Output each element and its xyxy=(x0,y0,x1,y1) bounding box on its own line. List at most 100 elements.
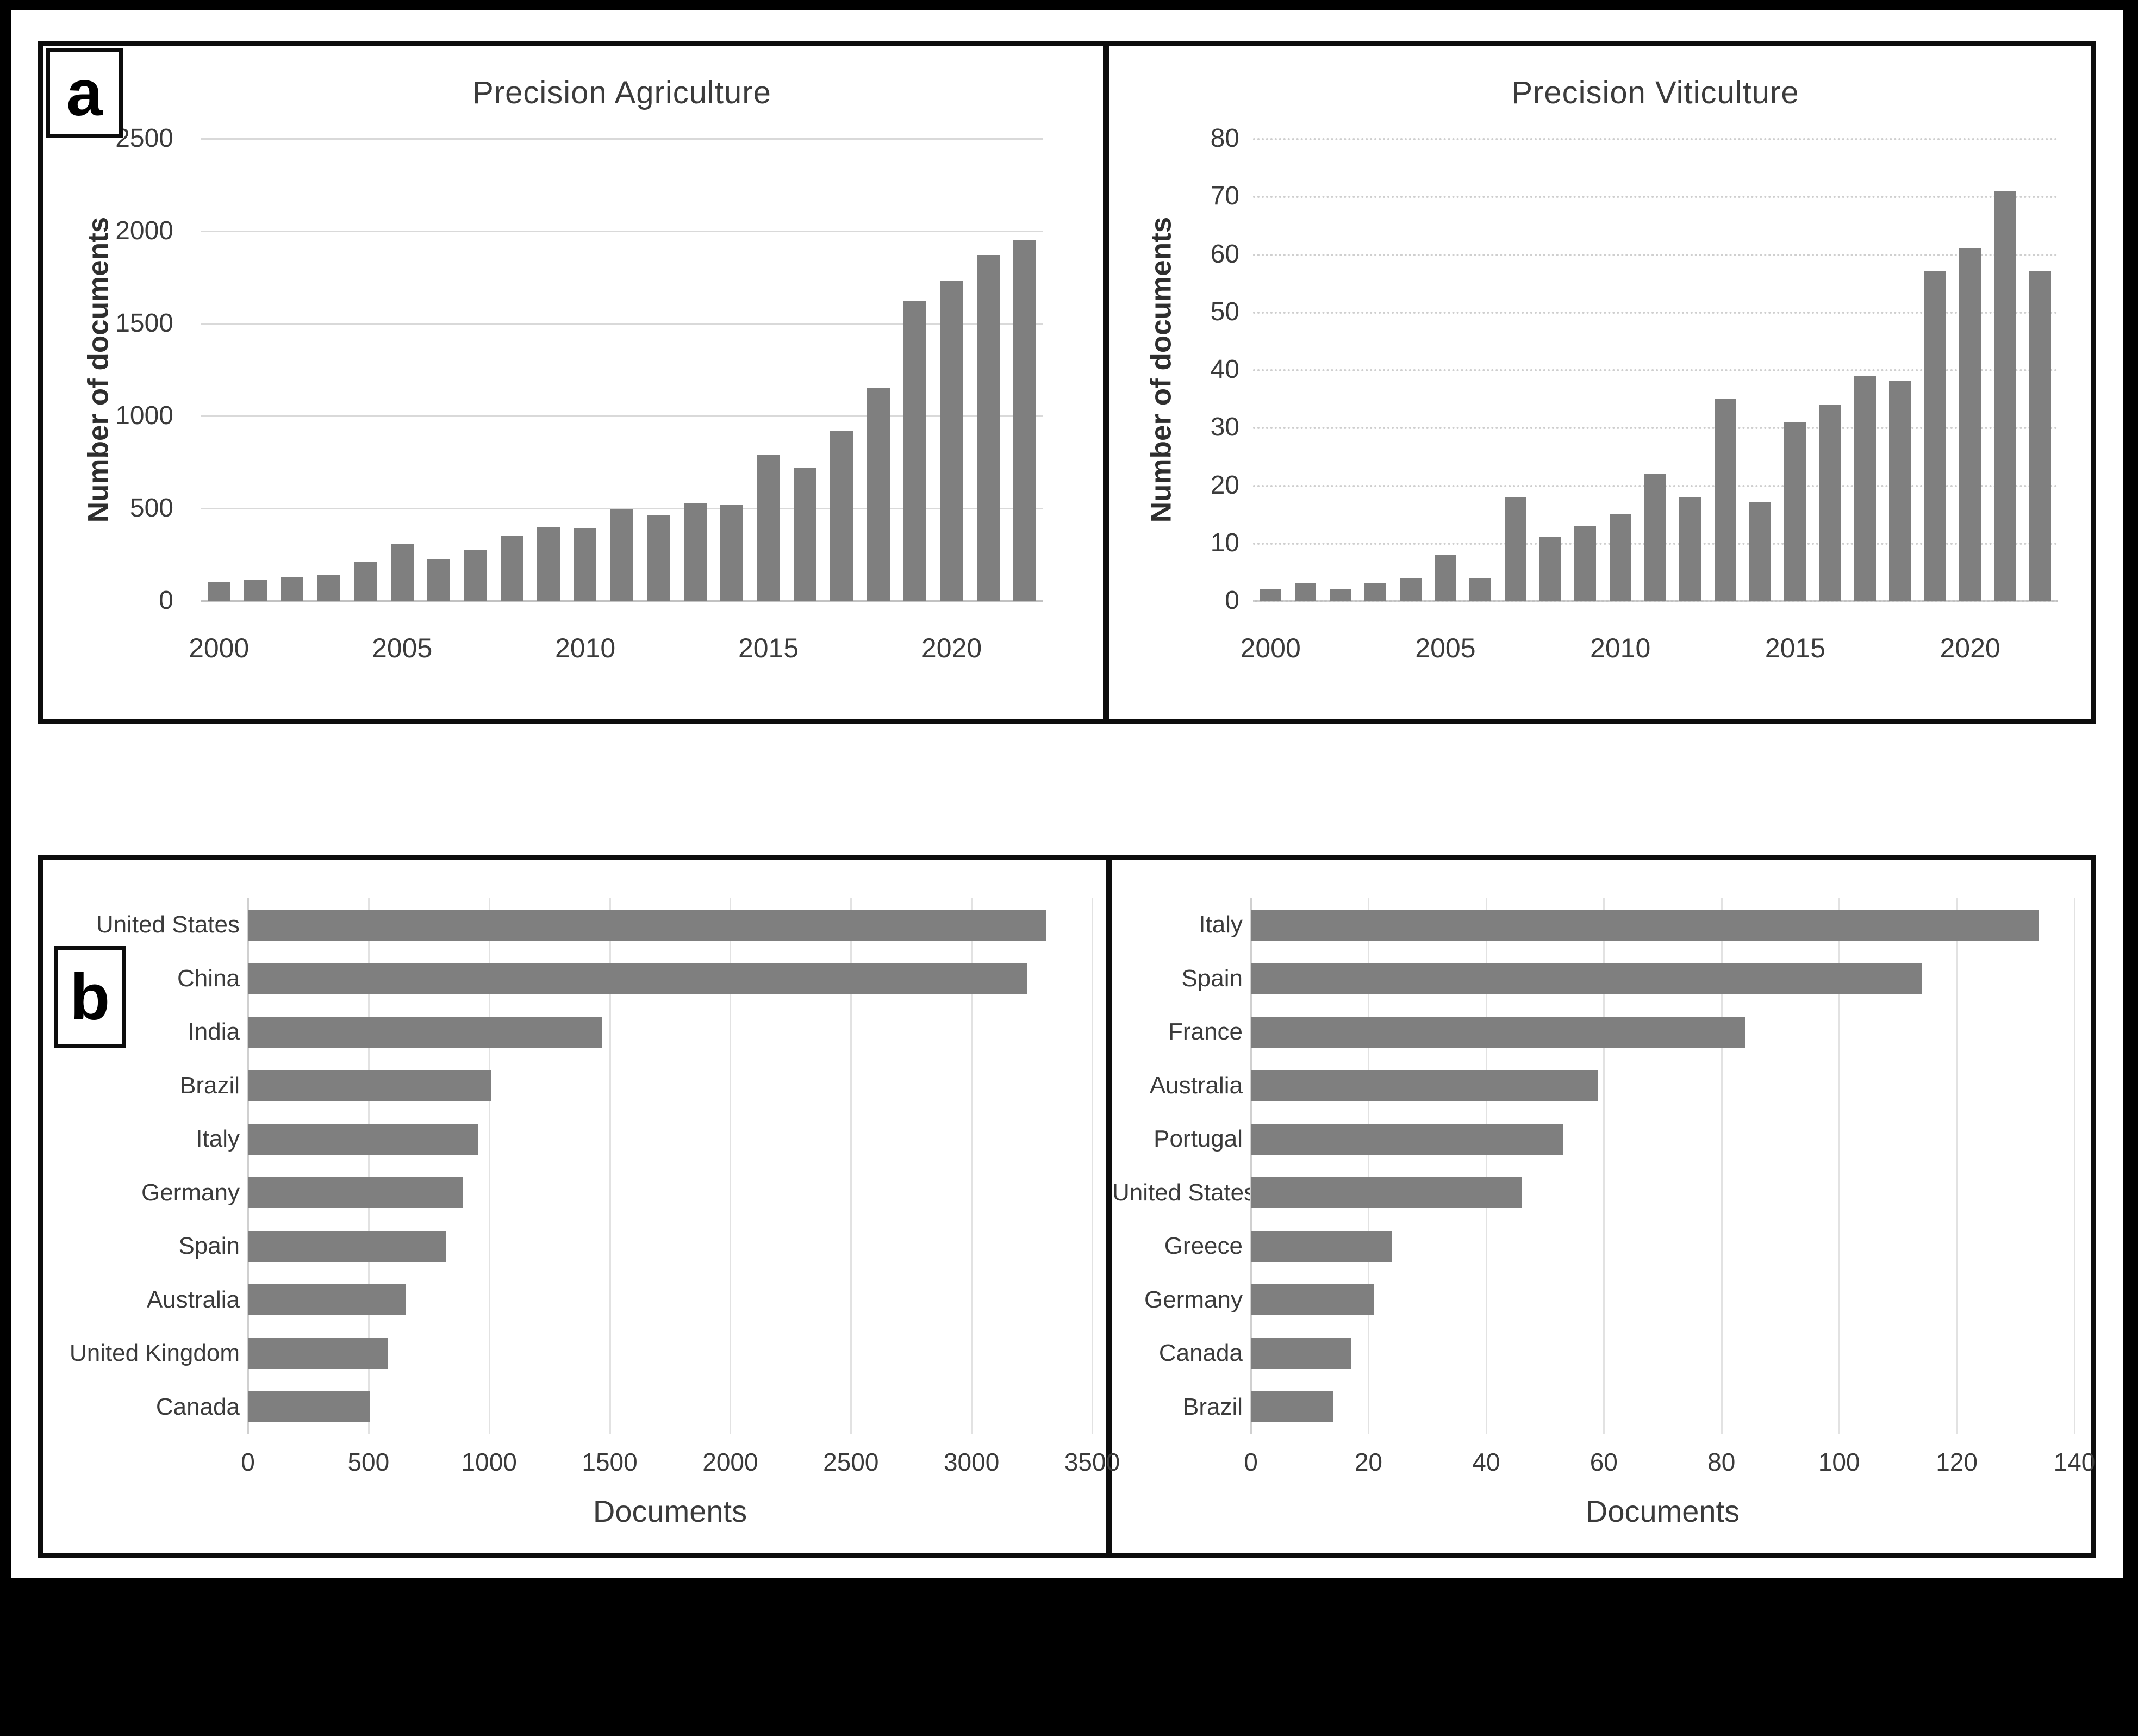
bar-2004 xyxy=(354,562,377,601)
y-tick-label: 20 xyxy=(1210,470,1239,500)
gridline-2500 xyxy=(850,898,852,1434)
gridline-1000 xyxy=(201,415,1043,417)
bar-2005 xyxy=(390,543,414,601)
gridline-120 xyxy=(1956,898,1958,1434)
gridline-100 xyxy=(1838,898,1841,1434)
bar-2009 xyxy=(537,527,560,601)
gridline-2000 xyxy=(730,898,732,1434)
bar-2015 xyxy=(1784,421,1806,601)
x-tick-label: 2005 xyxy=(372,633,433,663)
gridline-500 xyxy=(201,508,1043,509)
gridline-60 xyxy=(1603,898,1605,1434)
bar-2016 xyxy=(794,468,816,601)
bar-2001 xyxy=(244,579,267,601)
x-axis-label: Documents xyxy=(593,1494,747,1528)
bar-2007 xyxy=(464,550,487,601)
y-tick-label: 500 xyxy=(129,494,173,522)
bar-2017 xyxy=(830,431,853,601)
gridline-0 xyxy=(247,898,249,1434)
bar-france xyxy=(1251,1016,1745,1048)
gridline-20 xyxy=(1368,898,1370,1434)
bar-2014 xyxy=(720,505,744,601)
panel-b-label-box: b xyxy=(54,946,126,1048)
x-tick-label: 120 xyxy=(1936,1448,1978,1476)
bar-2010 xyxy=(1609,514,1631,601)
bar-2018 xyxy=(1889,381,1911,601)
bar-2013 xyxy=(683,502,707,601)
gridline-140 xyxy=(2074,898,2075,1434)
gridline-80 xyxy=(1721,898,1723,1434)
category-label-france: France xyxy=(1168,1018,1243,1046)
category-label-germany: Germany xyxy=(141,1179,240,1206)
category-label-canada: Canada xyxy=(1158,1340,1243,1367)
bar-greece xyxy=(1251,1230,1392,1262)
category-label-brazil: Brazil xyxy=(179,1072,240,1099)
category-label-canada: Canada xyxy=(155,1393,240,1420)
x-tick-label: 3500 xyxy=(1064,1448,1120,1476)
bar-2007 xyxy=(1504,496,1526,601)
x-tick-label: 2000 xyxy=(189,633,250,663)
bar-2011 xyxy=(1644,474,1666,601)
panel-b-letter: b xyxy=(70,961,110,1034)
category-label-united-kingdom: United Kingdom xyxy=(69,1340,240,1367)
category-label-united-states: United States xyxy=(1112,1179,1256,1206)
x-tick-label: 2020 xyxy=(921,633,982,663)
y-tick-label: 60 xyxy=(1210,239,1239,269)
bar-2002 xyxy=(281,576,304,601)
category-label-germany: Germany xyxy=(1144,1286,1243,1313)
gridline-70 xyxy=(1253,196,2058,198)
gridline-3500 xyxy=(1092,898,1093,1434)
bar-2002 xyxy=(1329,589,1351,601)
bar-2018 xyxy=(867,388,890,601)
category-label-brazil: Brazil xyxy=(1182,1393,1243,1420)
category-label-spain: Spain xyxy=(1181,965,1243,992)
category-label-italy: Italy xyxy=(1199,911,1243,938)
bar-2019 xyxy=(1924,271,1946,601)
y-tick-label: 2500 xyxy=(115,124,173,153)
category-label-italy: Italy xyxy=(196,1125,240,1153)
bar-india xyxy=(248,1016,603,1048)
gridline-500 xyxy=(367,898,370,1434)
bar-spain xyxy=(1251,963,1922,994)
bar-2001 xyxy=(1294,583,1317,601)
gridline-40 xyxy=(1253,369,2058,371)
x-tick-label: 80 xyxy=(1707,1448,1736,1476)
x-tick-label: 100 xyxy=(1818,1448,1860,1476)
gridline-1500 xyxy=(609,898,611,1434)
y-tick-label: 30 xyxy=(1210,413,1239,442)
gridline-2500 xyxy=(201,138,1043,140)
gridline-0 xyxy=(1250,898,1252,1434)
chart-title: Precision Agriculture xyxy=(472,75,771,110)
bar-2006 xyxy=(427,559,450,601)
bar-2020 xyxy=(1959,248,1981,601)
bar-germany xyxy=(1251,1284,1375,1316)
bar-portugal xyxy=(1251,1123,1563,1155)
bar-canada xyxy=(248,1391,370,1423)
bar-2003 xyxy=(1364,583,1387,601)
x-tick-label: 2000 xyxy=(1240,633,1301,663)
bar-2008 xyxy=(500,536,523,601)
category-label-china: China xyxy=(177,965,240,992)
bar-2009 xyxy=(1574,525,1597,601)
y-tick-label: 40 xyxy=(1210,355,1239,384)
bar-australia xyxy=(248,1284,406,1316)
panel-a-divider xyxy=(1103,46,1109,719)
y-tick-label: 80 xyxy=(1210,124,1239,153)
bar-2014 xyxy=(1749,502,1771,601)
x-tick-label: 2015 xyxy=(1765,633,1825,663)
x-tick-label: 2020 xyxy=(1940,633,2000,663)
x-tick-label: 2015 xyxy=(738,633,799,663)
y-tick-label: 1000 xyxy=(115,401,173,430)
x-tick-label: 2005 xyxy=(1415,633,1476,663)
bar-australia xyxy=(1251,1070,1598,1102)
bar-united-states xyxy=(248,909,1046,941)
bar-brazil xyxy=(248,1070,492,1102)
y-tick-label: 50 xyxy=(1210,297,1239,326)
y-tick-label: 2000 xyxy=(115,216,173,245)
x-tick-label: 3000 xyxy=(943,1448,1000,1476)
y-tick-label: 10 xyxy=(1210,528,1239,557)
bar-2019 xyxy=(903,301,927,601)
x-tick-label: 500 xyxy=(347,1448,390,1476)
bar-2021 xyxy=(977,255,1000,601)
x-tick-label: 2010 xyxy=(554,633,616,663)
